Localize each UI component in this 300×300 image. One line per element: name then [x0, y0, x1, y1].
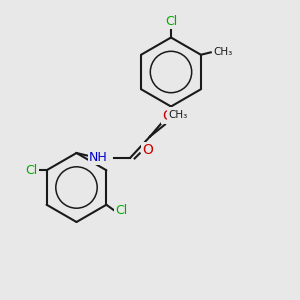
Text: O: O	[142, 143, 153, 157]
Text: CH₃: CH₃	[168, 110, 187, 120]
Text: CH₃: CH₃	[213, 47, 232, 57]
Text: O: O	[163, 109, 173, 122]
Text: Cl: Cl	[165, 15, 177, 28]
Text: Cl: Cl	[116, 204, 128, 217]
Text: NH: NH	[89, 151, 108, 164]
Text: Cl: Cl	[26, 164, 38, 177]
